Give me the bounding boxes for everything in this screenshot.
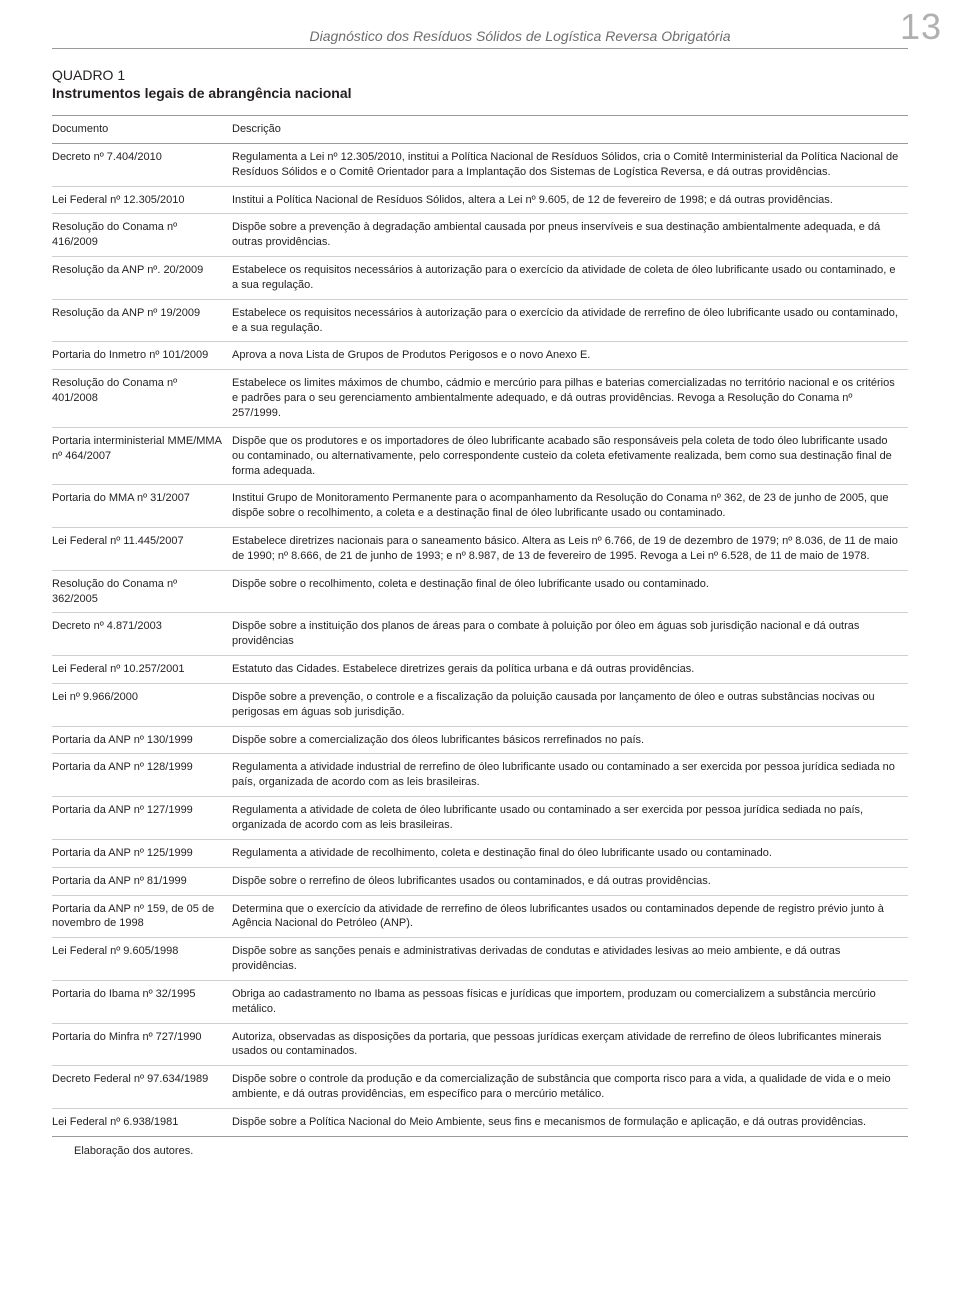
- table-row: Portaria da ANP nº 130/1999Dispõe sobre …: [52, 726, 908, 754]
- running-head-text: Diagnóstico dos Resíduos Sólidos de Logí…: [192, 28, 848, 44]
- cell-documento: Lei Federal nº 11.445/2007: [52, 528, 232, 571]
- table-row: Portaria do Ibama nº 32/1995Obriga ao ca…: [52, 980, 908, 1023]
- cell-documento: Lei nº 9.966/2000: [52, 683, 232, 726]
- table-row: Lei Federal nº 11.445/2007Estabelece dir…: [52, 528, 908, 571]
- table-row: Resolução da ANP nº 19/2009Estabelece os…: [52, 299, 908, 342]
- cell-documento: Portaria do MMA nº 31/2007: [52, 485, 232, 528]
- col-header-desc: Descrição: [232, 116, 908, 144]
- cell-documento: Portaria interministerial MME/MMA nº 464…: [52, 427, 232, 485]
- legal-instruments-table: Documento Descrição Decreto nº 7.404/201…: [52, 115, 908, 1137]
- cell-documento: Portaria da ANP nº 125/1999: [52, 839, 232, 867]
- table-row: Portaria da ANP nº 81/1999Dispõe sobre o…: [52, 867, 908, 895]
- cell-documento: Decreto nº 7.404/2010: [52, 143, 232, 186]
- table-source: Elaboração dos autores.: [74, 1145, 908, 1157]
- table-row: Portaria da ANP nº 159, de 05 de novembr…: [52, 895, 908, 938]
- quadro-label: QUADRO 1: [52, 67, 908, 83]
- cell-descricao: Aprova a nova Lista de Grupos de Produto…: [232, 342, 908, 370]
- running-head: Diagnóstico dos Resíduos Sólidos de Logí…: [52, 28, 908, 49]
- table-row: Portaria do Inmetro nº 101/2009Aprova a …: [52, 342, 908, 370]
- cell-descricao: Dispõe sobre a Política Nacional do Meio…: [232, 1108, 908, 1136]
- cell-documento: Portaria da ANP nº 128/1999: [52, 754, 232, 797]
- cell-descricao: Dispõe que os produtores e os importador…: [232, 427, 908, 485]
- table-row: Resolução da ANP nº. 20/2009Estabelece o…: [52, 257, 908, 300]
- col-header-doc: Documento: [52, 116, 232, 144]
- table-row: Portaria do Minfra nº 727/1990Autoriza, …: [52, 1023, 908, 1066]
- table-row: Lei nº 9.966/2000Dispõe sobre a prevençã…: [52, 683, 908, 726]
- table-row: Portaria do MMA nº 31/2007Institui Grupo…: [52, 485, 908, 528]
- cell-documento: Resolução do Conama nº 416/2009: [52, 214, 232, 257]
- cell-descricao: Dispõe sobre a prevenção, o controle e a…: [232, 683, 908, 726]
- cell-documento: Resolução da ANP nº 19/2009: [52, 299, 232, 342]
- cell-documento: Lei Federal nº 10.257/2001: [52, 656, 232, 684]
- cell-documento: Lei Federal nº 12.305/2010: [52, 186, 232, 214]
- cell-documento: Lei Federal nº 9.605/1998: [52, 938, 232, 981]
- table-row: Lei Federal nº 6.938/1981Dispõe sobre a …: [52, 1108, 908, 1136]
- table-row: Resolução do Conama nº 362/2005Dispõe so…: [52, 570, 908, 613]
- cell-descricao: Estabelece os limites máximos de chumbo,…: [232, 370, 908, 428]
- cell-descricao: Estabelece os requisitos necessários à a…: [232, 257, 908, 300]
- table-row: Portaria da ANP nº 125/1999Regulamenta a…: [52, 839, 908, 867]
- cell-documento: Portaria da ANP nº 159, de 05 de novembr…: [52, 895, 232, 938]
- cell-descricao: Dispõe sobre a comercialização dos óleos…: [232, 726, 908, 754]
- cell-descricao: Dispõe sobre o controle da produção e da…: [232, 1066, 908, 1109]
- cell-documento: Portaria da ANP nº 130/1999: [52, 726, 232, 754]
- cell-documento: Resolução do Conama nº 401/2008: [52, 370, 232, 428]
- cell-descricao: Dispõe sobre o recolhimento, coleta e de…: [232, 570, 908, 613]
- cell-descricao: Institui a Política Nacional de Resíduos…: [232, 186, 908, 214]
- cell-descricao: Dispõe sobre as sanções penais e adminis…: [232, 938, 908, 981]
- quadro-title: Instrumentos legais de abrangência nacio…: [52, 85, 908, 101]
- cell-descricao: Regulamenta a atividade industrial de re…: [232, 754, 908, 797]
- cell-documento: Portaria do Ibama nº 32/1995: [52, 980, 232, 1023]
- table-row: Decreto Federal nº 97.634/1989Dispõe sob…: [52, 1066, 908, 1109]
- page-number: 13: [900, 6, 942, 48]
- cell-descricao: Estabelece diretrizes nacionais para o s…: [232, 528, 908, 571]
- cell-descricao: Dispõe sobre a prevenção à degradação am…: [232, 214, 908, 257]
- cell-descricao: Determina que o exercício da atividade d…: [232, 895, 908, 938]
- cell-descricao: Estatuto das Cidades. Estabelece diretri…: [232, 656, 908, 684]
- cell-descricao: Autoriza, observadas as disposições da p…: [232, 1023, 908, 1066]
- table-row: Resolução do Conama nº 416/2009Dispõe so…: [52, 214, 908, 257]
- table-row: Decreto nº 7.404/2010Regulamenta a Lei n…: [52, 143, 908, 186]
- cell-descricao: Dispõe sobre o rerrefino de óleos lubrif…: [232, 867, 908, 895]
- table-row: Lei Federal nº 12.305/2010Institui a Pol…: [52, 186, 908, 214]
- cell-descricao: Institui Grupo de Monitoramento Permanen…: [232, 485, 908, 528]
- cell-documento: Portaria da ANP nº 81/1999: [52, 867, 232, 895]
- cell-documento: Resolução do Conama nº 362/2005: [52, 570, 232, 613]
- cell-descricao: Estabelece os requisitos necessários à a…: [232, 299, 908, 342]
- cell-documento: Portaria da ANP nº 127/1999: [52, 797, 232, 840]
- cell-descricao: Regulamenta a atividade de coleta de óle…: [232, 797, 908, 840]
- cell-documento: Resolução da ANP nº. 20/2009: [52, 257, 232, 300]
- cell-descricao: Regulamenta a atividade de recolhimento,…: [232, 839, 908, 867]
- table-row: Lei Federal nº 9.605/1998Dispõe sobre as…: [52, 938, 908, 981]
- table-row: Lei Federal nº 10.257/2001Estatuto das C…: [52, 656, 908, 684]
- table-row: Decreto nº 4.871/2003Dispõe sobre a inst…: [52, 613, 908, 656]
- cell-descricao: Dispõe sobre a instituição dos planos de…: [232, 613, 908, 656]
- cell-documento: Lei Federal nº 6.938/1981: [52, 1108, 232, 1136]
- cell-documento: Decreto nº 4.871/2003: [52, 613, 232, 656]
- table-row: Portaria da ANP nº 128/1999Regulamenta a…: [52, 754, 908, 797]
- cell-documento: Decreto Federal nº 97.634/1989: [52, 1066, 232, 1109]
- table-row: Resolução do Conama nº 401/2008Estabelec…: [52, 370, 908, 428]
- table-row: Portaria interministerial MME/MMA nº 464…: [52, 427, 908, 485]
- cell-descricao: Regulamenta a Lei nº 12.305/2010, instit…: [232, 143, 908, 186]
- cell-documento: Portaria do Inmetro nº 101/2009: [52, 342, 232, 370]
- table-row: Portaria da ANP nº 127/1999Regulamenta a…: [52, 797, 908, 840]
- cell-documento: Portaria do Minfra nº 727/1990: [52, 1023, 232, 1066]
- cell-descricao: Obriga ao cadastramento no Ibama as pess…: [232, 980, 908, 1023]
